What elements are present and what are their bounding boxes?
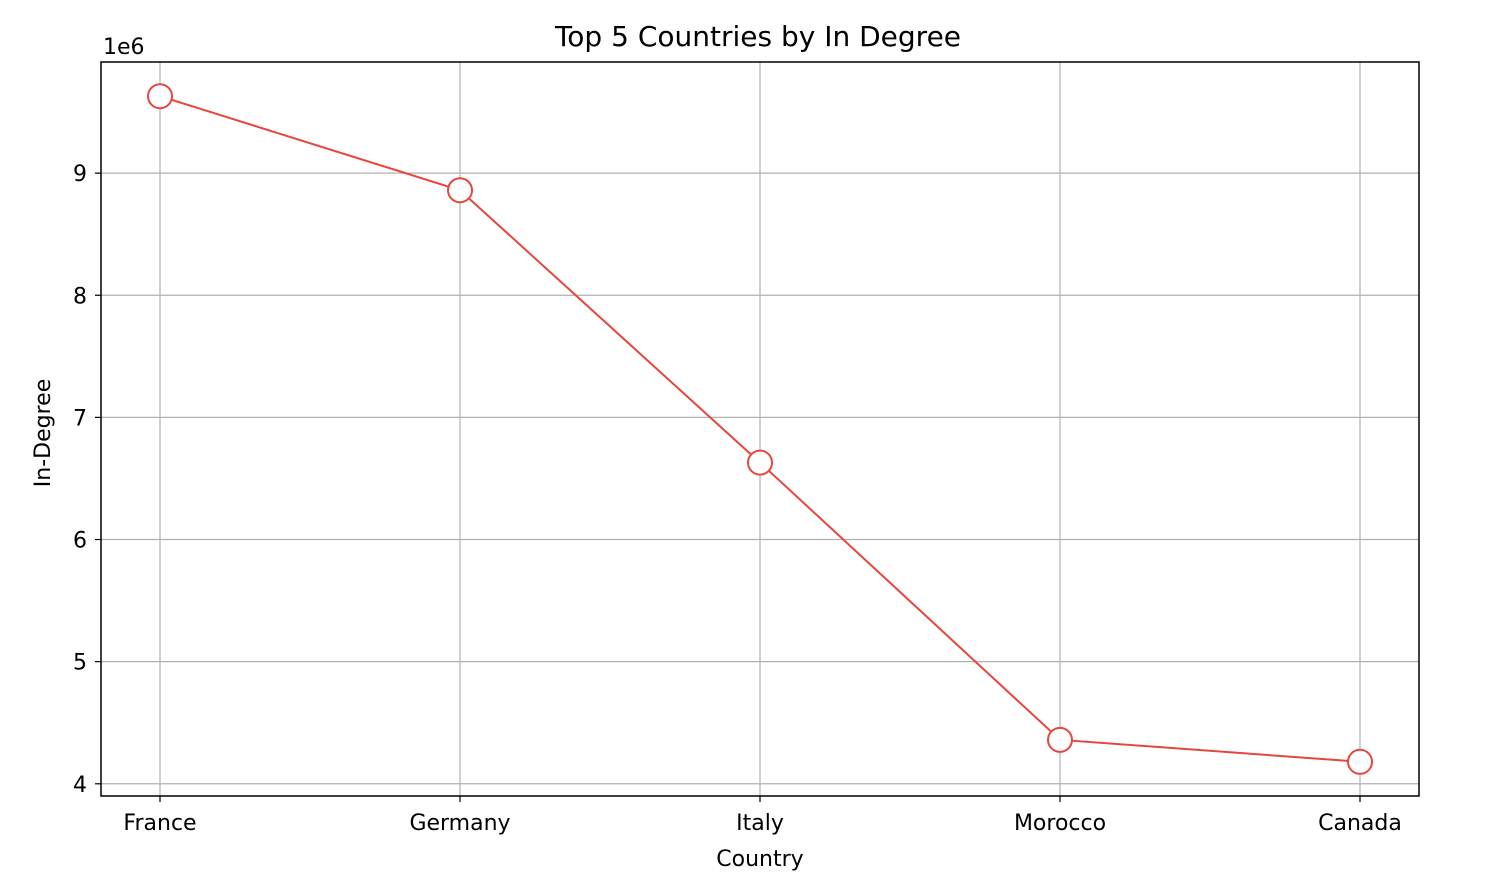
y-tick-label: 8: [73, 284, 87, 309]
data-point-italy: [747, 449, 773, 476]
grid: [101, 62, 1419, 796]
x-tick-label: France: [123, 811, 196, 836]
y-tick-label: 9: [73, 162, 87, 187]
y-tick-label: 4: [73, 773, 87, 798]
data-point-morocco: [1047, 726, 1073, 753]
y-axis-label: In-Degree: [31, 379, 56, 487]
y-tick-label: 5: [73, 651, 87, 676]
axis-ticks: France Germany Italy Morocco Canada 4 5 6 7 8 9: [73, 162, 1402, 836]
x-tick-label: Canada: [1318, 811, 1402, 836]
data-point-france: [147, 83, 173, 110]
series-layer: [147, 83, 1373, 775]
data-point-canada: [1347, 748, 1373, 775]
x-tick-label: Italy: [736, 811, 784, 836]
x-axis-label: Country: [716, 847, 803, 872]
chart-title: Top 5 Countries by In Degree: [554, 20, 961, 53]
x-tick-label: Morocco: [1014, 811, 1106, 836]
y-tick-label: 7: [73, 406, 87, 431]
y-tick-label: 6: [73, 529, 87, 554]
data-point-germany: [447, 177, 473, 204]
y-offset-label: 1e6: [103, 35, 145, 60]
x-tick-label: Germany: [409, 811, 510, 836]
